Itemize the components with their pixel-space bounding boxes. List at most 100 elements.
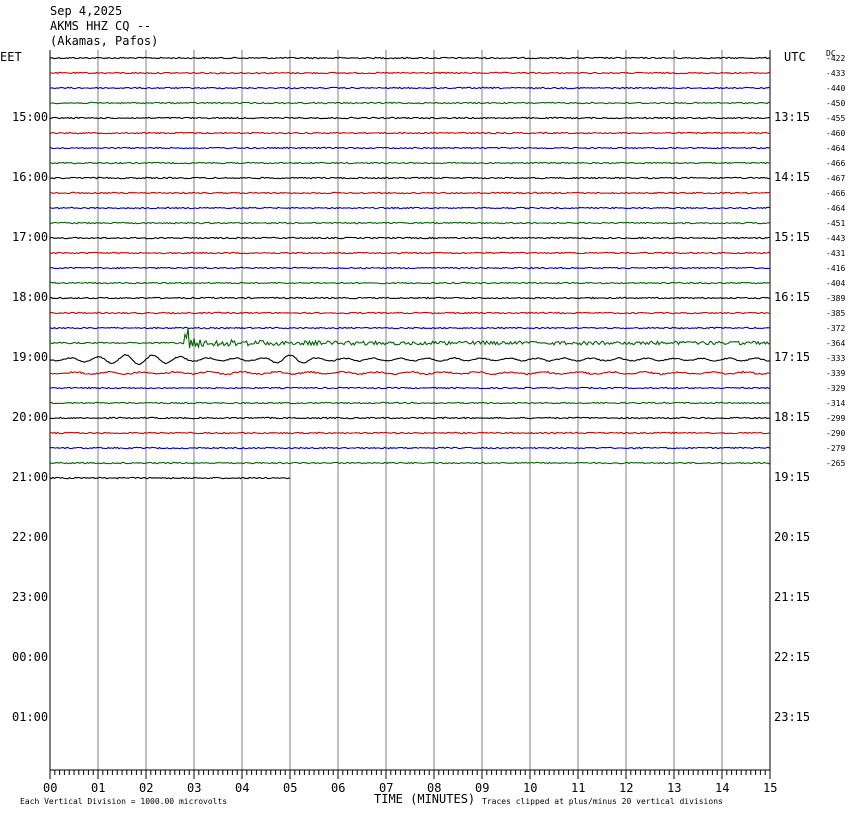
left-hour-label: 18:00 [12, 290, 49, 304]
left-hour-label: 15:00 [12, 110, 49, 124]
dc-offset-label: -433 [826, 69, 846, 78]
dc-offset-label: -464 [826, 204, 846, 213]
dc-offset-label: -333 [826, 354, 846, 363]
dc-offset-label: -467 [826, 174, 846, 183]
trace-27 [49, 461, 771, 465]
x-tick-label: 09 [475, 781, 490, 795]
right-hour-label: 13:15 [774, 110, 811, 124]
trace-24 [49, 416, 770, 420]
trace-12 [49, 236, 771, 240]
seismic-traces [49, 56, 771, 480]
x-tick-label: 13 [667, 781, 682, 795]
trace-16 [49, 296, 771, 300]
left-hour-label: 21:00 [12, 470, 49, 484]
x-axis-title: TIME (MINUTES) [374, 792, 476, 806]
x-tick-label: 04 [235, 781, 250, 795]
date-label: Sep 4,2025 [50, 4, 123, 18]
right-hour-label: 23:15 [774, 710, 811, 724]
dc-offset-label: -422 [826, 54, 846, 63]
trace-22 [49, 386, 771, 390]
dc-offset-label: -385 [826, 309, 846, 318]
trace-18 [49, 326, 771, 330]
right-hour-label: 16:15 [774, 290, 811, 304]
trace-28 [49, 476, 291, 480]
trace-20 [49, 353, 771, 366]
dc-offset-label: -443 [826, 234, 846, 243]
x-tick-label: 03 [187, 781, 202, 795]
x-tick-label: 06 [331, 781, 346, 795]
trace-10 [49, 206, 770, 210]
left-hour-label: 17:00 [12, 230, 49, 244]
trace-19 [49, 328, 771, 349]
x-tick-label: 11 [571, 781, 586, 795]
dc-offset-label: -339 [826, 369, 846, 378]
time-axis [49, 770, 771, 779]
right-hour-label: 21:15 [774, 590, 811, 604]
dc-offset-label: -299 [826, 414, 846, 423]
x-tick-label: 05 [283, 781, 298, 795]
right-hour-label: 17:15 [774, 350, 811, 364]
trace-25 [49, 431, 771, 435]
station-label: AKMS HHZ CQ -- [50, 19, 152, 33]
trace-9 [49, 191, 771, 195]
left-hour-label: 16:00 [12, 170, 49, 184]
dc-offset-label: -455 [826, 114, 846, 123]
trace-8 [49, 176, 771, 180]
x-tick-label: 12 [619, 781, 634, 795]
trace-26 [49, 446, 771, 450]
x-tick-label: 10 [523, 781, 538, 795]
trace-0 [49, 56, 771, 60]
dc-offset-label: -451 [826, 219, 846, 228]
trace-17 [49, 311, 771, 315]
trace-1 [49, 71, 771, 75]
x-tick-label: 08 [427, 781, 442, 795]
dc-label: DC [826, 49, 836, 58]
dc-offset-label: -416 [826, 264, 846, 273]
trace-11 [49, 221, 771, 225]
location-label: (Akamas, Pafos) [50, 34, 159, 48]
right-hour-label: 18:15 [774, 410, 811, 424]
x-tick-label: 00 [43, 781, 58, 795]
dc-offset-label: -431 [826, 249, 846, 258]
right-zone-label: UTC [784, 50, 806, 64]
right-hour-label: 15:15 [774, 230, 811, 244]
trace-15 [49, 281, 771, 285]
trace-2 [49, 86, 771, 90]
x-tick-label: 15 [763, 781, 778, 795]
x-tick-label: 01 [91, 781, 106, 795]
left-zone-label: EET [0, 50, 22, 64]
dc-offset-label: -279 [826, 444, 846, 453]
dc-offset-label: -265 [826, 459, 846, 468]
left-hour-label: 01:00 [12, 710, 49, 724]
trace-4 [49, 116, 771, 120]
dc-offset-label: -364 [826, 339, 846, 348]
left-hour-label: 19:00 [12, 350, 49, 364]
trace-5 [49, 131, 771, 135]
x-tick-label: 07 [379, 781, 394, 795]
left-hour-label: 22:00 [12, 530, 49, 544]
dc-offset-label: -329 [826, 384, 846, 393]
trace-21 [49, 370, 771, 376]
left-hour-label: 23:00 [12, 590, 49, 604]
left-hour-label: 20:00 [12, 410, 49, 424]
scale-note: Each Vertical Division = 1000.00 microvo… [20, 797, 228, 806]
trace-23 [49, 401, 771, 405]
dc-offset-label: -460 [826, 129, 846, 138]
right-hour-label: 14:15 [774, 170, 811, 184]
left-hour-label: 00:00 [12, 650, 49, 664]
dc-offset-label: -314 [826, 399, 846, 408]
right-hour-label: 20:15 [774, 530, 811, 544]
right-hour-label: 22:15 [774, 650, 811, 664]
minute-gridlines [49, 50, 771, 771]
trace-3 [49, 101, 771, 105]
clip-note: Traces clipped at plus/minus 20 vertical… [482, 797, 723, 806]
x-tick-label: 02 [139, 781, 154, 795]
dc-offset-label: -404 [826, 279, 846, 288]
dc-offset-label: -372 [826, 324, 846, 333]
x-tick-label: 14 [715, 781, 730, 795]
trace-13 [49, 251, 771, 255]
dc-offset-label: -440 [826, 84, 846, 93]
dc-offset-label: -389 [826, 294, 846, 303]
dc-offset-label: -464 [826, 144, 846, 153]
